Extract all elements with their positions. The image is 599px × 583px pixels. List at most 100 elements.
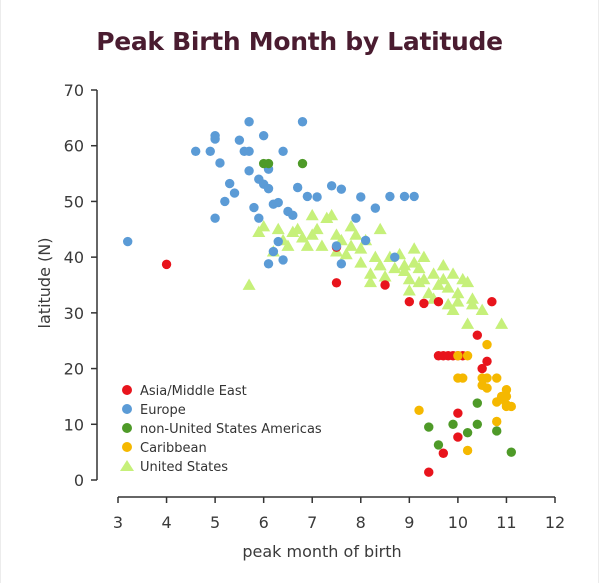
data-point bbox=[288, 210, 298, 221]
data-point bbox=[448, 419, 458, 429]
data-point bbox=[472, 330, 483, 340]
x-tick-label: 4 bbox=[161, 513, 171, 532]
legend-label: United States bbox=[140, 460, 228, 475]
data-point bbox=[271, 222, 285, 235]
data-point bbox=[436, 259, 450, 271]
y-tick-label: 0 bbox=[74, 471, 84, 490]
chart-title: Peak Birth Month by Latitude bbox=[96, 27, 503, 56]
data-point bbox=[373, 259, 387, 271]
x-tick-label: 10 bbox=[448, 513, 468, 532]
data-point bbox=[326, 181, 337, 191]
data-point bbox=[349, 228, 363, 240]
x-tick-label: 7 bbox=[307, 513, 317, 532]
legend-marker bbox=[122, 404, 132, 414]
x-tick-label: 8 bbox=[356, 513, 366, 532]
data-point bbox=[336, 184, 347, 194]
data-point bbox=[495, 317, 509, 329]
data-point bbox=[363, 275, 377, 288]
data-point bbox=[190, 146, 201, 156]
data-point bbox=[427, 267, 441, 279]
data-point bbox=[215, 158, 225, 168]
data-point bbox=[501, 385, 512, 395]
data-point bbox=[258, 158, 269, 169]
data-point bbox=[501, 401, 512, 412]
data-point bbox=[244, 146, 254, 156]
data-point bbox=[123, 236, 133, 247]
data-point bbox=[297, 158, 308, 169]
y-tick-label: 30 bbox=[64, 304, 84, 323]
data-point bbox=[278, 255, 288, 265]
data-point bbox=[312, 192, 322, 202]
data-point bbox=[424, 422, 434, 432]
data-point bbox=[482, 339, 492, 350]
data-point bbox=[492, 416, 502, 427]
legend-label: Europe bbox=[140, 403, 186, 418]
data-point bbox=[244, 166, 254, 176]
data-point bbox=[331, 278, 342, 288]
data-point bbox=[258, 130, 269, 141]
data-point bbox=[315, 239, 329, 251]
y-tick-label: 20 bbox=[64, 360, 84, 379]
data-point bbox=[370, 203, 381, 213]
data-point bbox=[441, 281, 455, 293]
data-point bbox=[412, 261, 426, 274]
data-point bbox=[344, 220, 358, 232]
data-point bbox=[368, 250, 382, 263]
data-point bbox=[291, 222, 305, 235]
data-point bbox=[388, 261, 402, 274]
series-non-united-states-americas bbox=[258, 158, 516, 457]
data-points bbox=[123, 117, 516, 477]
series-united-states bbox=[242, 208, 509, 329]
legend-marker bbox=[120, 460, 134, 471]
data-point bbox=[220, 196, 230, 207]
legend-label: Asia/Middle East bbox=[140, 384, 247, 399]
data-point bbox=[354, 256, 368, 268]
legend-label: Caribbean bbox=[140, 441, 207, 456]
data-point bbox=[331, 241, 342, 251]
data-point bbox=[424, 467, 434, 477]
data-point bbox=[205, 146, 215, 156]
data-point bbox=[242, 278, 256, 290]
data-point bbox=[210, 213, 220, 223]
data-point bbox=[461, 275, 475, 288]
data-point bbox=[402, 272, 416, 285]
y-tick-label: 40 bbox=[64, 248, 84, 267]
data-point bbox=[482, 373, 492, 383]
series-asia-middle-east bbox=[161, 242, 497, 477]
legend-marker bbox=[122, 423, 132, 433]
legend: Asia/Middle East Europe non-United States … bbox=[120, 384, 322, 475]
data-point bbox=[397, 259, 411, 271]
data-point bbox=[399, 191, 410, 202]
data-point bbox=[325, 208, 339, 221]
data-point bbox=[404, 297, 415, 307]
data-point bbox=[305, 208, 319, 221]
legend-marker bbox=[122, 442, 132, 452]
data-point bbox=[210, 134, 220, 144]
legend-label: non-United States Americas bbox=[140, 422, 322, 437]
data-point bbox=[436, 272, 450, 285]
data-point bbox=[351, 213, 361, 223]
data-point bbox=[229, 188, 240, 198]
data-point bbox=[363, 267, 377, 279]
data-point bbox=[268, 246, 279, 257]
y-axis-label: latitude (N) bbox=[35, 238, 54, 329]
data-point bbox=[496, 394, 507, 404]
data-point bbox=[506, 447, 516, 457]
data-point bbox=[310, 222, 324, 235]
data-point bbox=[477, 363, 487, 374]
data-point bbox=[417, 272, 431, 285]
data-point bbox=[273, 197, 283, 208]
data-point bbox=[161, 259, 172, 270]
data-point bbox=[419, 298, 429, 309]
data-point bbox=[380, 280, 390, 290]
data-point bbox=[273, 236, 283, 247]
data-point bbox=[487, 297, 497, 307]
data-point bbox=[356, 192, 366, 202]
data-point bbox=[417, 250, 431, 263]
data-point bbox=[292, 182, 303, 193]
data-point bbox=[234, 135, 245, 145]
x-tick-label: 3 bbox=[113, 513, 123, 532]
data-point bbox=[453, 408, 463, 418]
legend-marker bbox=[122, 385, 132, 395]
